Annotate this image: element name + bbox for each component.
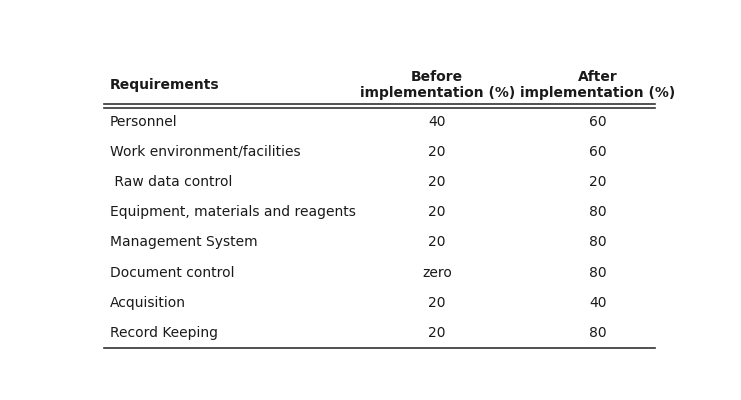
Text: 20: 20 [428, 205, 446, 219]
Text: Management System: Management System [110, 235, 257, 249]
Text: 20: 20 [428, 235, 446, 249]
Text: Requirements: Requirements [110, 78, 219, 92]
Text: Work environment/facilities: Work environment/facilities [110, 145, 301, 159]
Text: 20: 20 [428, 175, 446, 189]
Text: 40: 40 [589, 296, 607, 310]
Text: Before
implementation (%): Before implementation (%) [359, 70, 515, 100]
Text: After
implementation (%): After implementation (%) [520, 70, 676, 100]
Text: Document control: Document control [110, 266, 234, 280]
Text: 80: 80 [589, 266, 607, 280]
Text: Equipment, materials and reagents: Equipment, materials and reagents [110, 205, 356, 219]
Text: 80: 80 [589, 235, 607, 249]
Text: 80: 80 [589, 205, 607, 219]
Text: 20: 20 [428, 326, 446, 340]
Text: 40: 40 [428, 115, 446, 129]
Text: Acquisition: Acquisition [110, 296, 186, 310]
Text: 20: 20 [428, 296, 446, 310]
Text: 20: 20 [428, 145, 446, 159]
Text: 80: 80 [589, 326, 607, 340]
Text: 60: 60 [589, 145, 607, 159]
Text: zero: zero [422, 266, 452, 280]
Text: Personnel: Personnel [110, 115, 178, 129]
Text: 20: 20 [589, 175, 607, 189]
Text: Record Keeping: Record Keeping [110, 326, 218, 340]
Text: 60: 60 [589, 115, 607, 129]
Text: Raw data control: Raw data control [110, 175, 232, 189]
